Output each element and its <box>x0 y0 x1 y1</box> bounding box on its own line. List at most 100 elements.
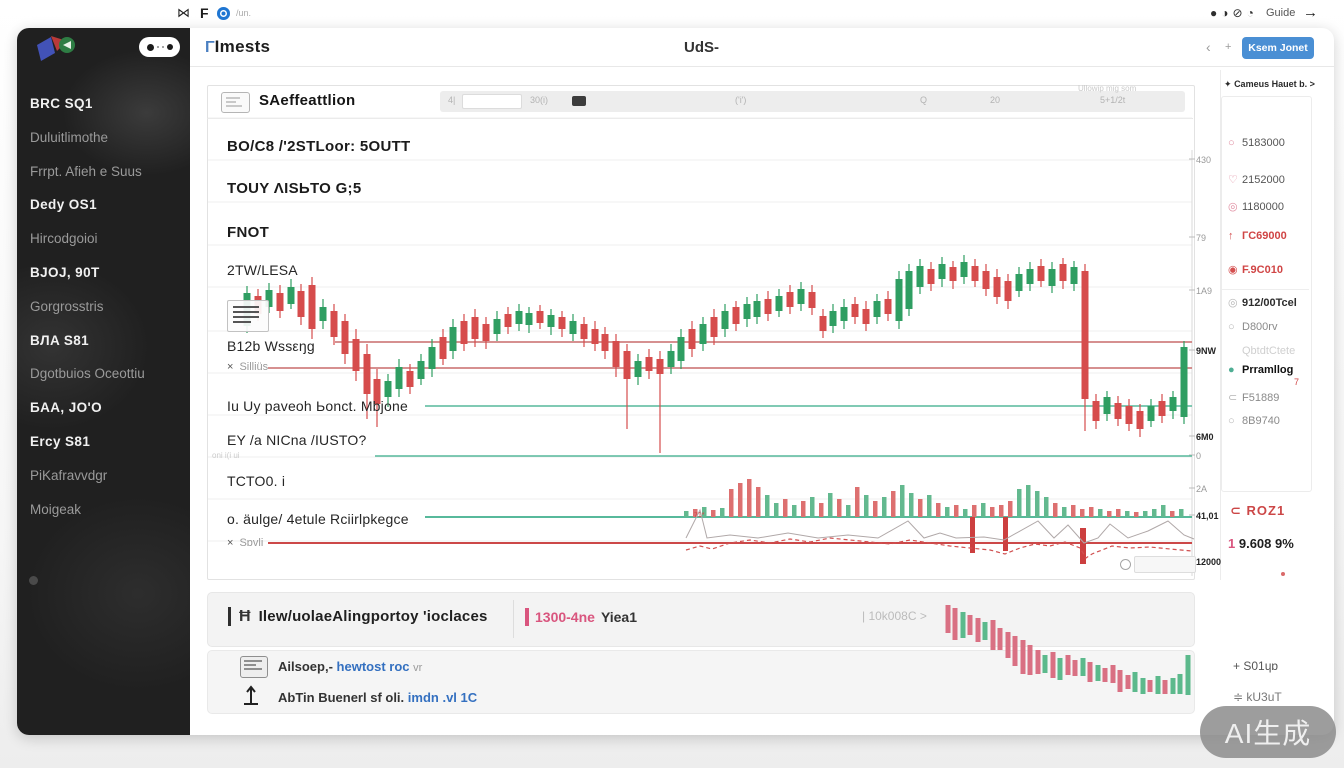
right-panel-box <box>1221 96 1312 492</box>
chart-overlay-label-9: TCTO0. i <box>227 473 286 489</box>
panel-footer-value: 1 9.608 9% <box>1228 536 1294 551</box>
right-panel-divider <box>1220 70 1221 580</box>
news-right-label-1: + S01ɥɒ <box>1233 659 1279 673</box>
panel-item-icon: ○ <box>1228 321 1235 333</box>
panel-item-10[interactable]: ⊂ F51889 <box>1228 392 1280 404</box>
link1-dark: Ailsoep,- <box>278 659 333 674</box>
app-logo[interactable] <box>33 33 83 69</box>
panel-badge: 7 <box>1294 377 1300 387</box>
sidebar-item-3[interactable]: Frrpt. Afieh e Suus <box>30 163 142 179</box>
mini-chart-label: | 10k008C > <box>862 609 927 623</box>
panel-item-icon: ● <box>1228 364 1235 376</box>
forward-arrow-icon[interactable]: → <box>1303 4 1318 21</box>
toolbar-chip-icon[interactable] <box>572 96 586 106</box>
axis-label-79: 79 <box>1196 233 1207 243</box>
chart-tiny-note: oni i(i ui <box>212 451 240 460</box>
oscillator-value-label: 71* <box>694 512 705 519</box>
pill-dot-right <box>166 44 173 50</box>
chart-card-divider <box>207 118 1193 119</box>
panel-item-icon: ◎ <box>1228 297 1238 309</box>
topbar-circle-icon-1[interactable]: ● <box>1210 6 1218 20</box>
panel-footer-alert[interactable]: ⊂ ROZ1 <box>1230 503 1286 518</box>
toolbar-item-6[interactable]: 5+1/2t <box>1100 95 1126 105</box>
sidebar-item-6[interactable]: BJOJ, 90T <box>30 265 100 280</box>
sidebar-item-13[interactable]: Moigeak <box>30 501 82 517</box>
chart-overlay-label-1: BO/C8 /'2STLoor: 5OUTT <box>227 138 411 155</box>
panel-item-7[interactable]: ○ D800rv <box>1228 321 1278 333</box>
sidebar-menu-pill[interactable] <box>139 37 180 57</box>
target-icon[interactable] <box>217 7 230 20</box>
panel-item-2[interactable]: ♡ 2152000 <box>1228 174 1285 186</box>
right-panel-header[interactable]: ✦ Cameus Hauet b. > <box>1224 79 1315 89</box>
chart-hint-label: Ullowip mig som <box>1078 84 1137 93</box>
chart-overlay-label-6: × Silliüs <box>227 361 269 373</box>
chart-slider-track[interactable] <box>1134 556 1196 573</box>
toolbar-input[interactable] <box>462 94 522 109</box>
panel-item-1[interactable]: ○ 5183000 <box>1228 137 1285 149</box>
sidebar-item-9[interactable]: Dgotbuios Oceottiu <box>30 366 145 382</box>
news-cell-divider <box>513 600 514 638</box>
news-link-row-1[interactable]: Ailsoep,- hewtost roc vr <box>278 659 422 674</box>
nav-plus-icon[interactable]: + <box>1225 41 1232 53</box>
pill-dot-left <box>146 43 154 51</box>
chart-legend-icon[interactable] <box>227 300 269 332</box>
sidebar-item-11[interactable]: Ercy S81 <box>30 434 91 449</box>
toolbar-item-3[interactable]: ('i') <box>735 95 747 105</box>
flag-icon[interactable]: F <box>200 5 209 21</box>
panel-item-icon: ◎ <box>1228 201 1238 213</box>
headline-bar-icon <box>228 607 231 626</box>
panel-item-icon: ◉ <box>1228 264 1238 276</box>
chart-overlay-label-5: B12b Wssεŋg <box>227 338 315 354</box>
sidebar-item-2[interactable]: Duluitlimothe <box>30 129 109 145</box>
bowtie-icon[interactable]: ⋈ <box>177 5 190 20</box>
news-headline: Ilew/uolaeAlingportoy 'ioclaces <box>258 608 488 625</box>
chart-slider-handle[interactable] <box>1120 559 1131 570</box>
panel-item-11[interactable]: ○ 8B9740 <box>1228 415 1280 427</box>
topbar-circle-icon-2[interactable]: ◑ <box>1221 6 1229 20</box>
bracket-icon: ⊂ <box>1230 503 1242 518</box>
panel-item-icon: ♡ <box>1228 174 1238 186</box>
link1-gray: vr <box>413 662 423 674</box>
chart-toolbar: 4| 30(i) ('i') Q 20 5+1/2t <box>440 91 1185 112</box>
guide-link[interactable]: Guide <box>1266 7 1296 19</box>
panel-item-9[interactable]: ● Prramllog <box>1228 364 1294 376</box>
chart-overlay-label-2: TOUY ΛISЬTO G;5 <box>227 180 362 197</box>
link1-blue[interactable]: hewtost roc <box>336 659 410 674</box>
axis-label-6M0: 6M0 <box>1196 432 1214 442</box>
news-metric-dark: Yiea1 <box>600 609 638 625</box>
panel-item-6[interactable]: ◎ 912/00Tcel <box>1228 297 1297 309</box>
chart-overlay-label-8: EY /a NICna /IUSTO? <box>227 432 367 448</box>
sidebar-item-4[interactable]: Dedy OS1 <box>30 197 97 213</box>
sidebar-bottom-dot[interactable] <box>29 576 38 585</box>
axis-label-9NW: 9NW <box>1196 346 1216 356</box>
title-bracket-icon: Γ <box>205 39 215 56</box>
sidebar-item-7[interactable]: Gorgrosstris <box>30 298 104 314</box>
header-center-label: UdS- <box>684 39 719 56</box>
sidebar-item-10[interactable]: БAA, JO'O <box>30 400 103 416</box>
nav-back-icon[interactable]: ‹ <box>1206 39 1211 55</box>
right-panel-inner-divider <box>1222 289 1309 290</box>
panel-item-icon: ⊂ <box>1228 392 1238 404</box>
ladder-icon: Ħ <box>239 607 251 625</box>
topbar-circle-icon-3[interactable]: ⊘ <box>1232 6 1243 20</box>
sidebar-item-5[interactable]: Hircodgoioi <box>30 231 98 247</box>
panel-item-5[interactable]: ◉ F.9C010 <box>1228 264 1283 276</box>
topbar-circle-icon-4[interactable]: ◔ <box>1246 6 1254 20</box>
panel-item-3[interactable]: ◎ 1180000 <box>1228 201 1285 213</box>
link2-blue[interactable]: imdn .vl 1C <box>407 690 478 705</box>
news-metric-cell[interactable]: 1300-4ne Yiea1 <box>525 608 637 626</box>
panel-item-8[interactable]: QbtdtCtete <box>1242 345 1296 357</box>
news-headline-cell[interactable]: Ħ Ilew/uolaeAlingportoy 'ioclaces <box>228 607 488 626</box>
topbar-faint-label: /un. <box>236 8 252 18</box>
sidebar-item-8[interactable]: BЛA S81 <box>30 332 90 348</box>
primary-cta-button[interactable]: Ksem Jonet <box>1242 37 1314 59</box>
toolbar-item-1[interactable]: 4| <box>448 95 456 105</box>
sidebar-item-12[interactable]: PiKafravvdgr <box>30 467 108 483</box>
toolbar-item-4[interactable]: Q <box>920 95 928 105</box>
toolbar-item-2[interactable]: 30(i) <box>530 95 549 105</box>
panel-item-4[interactable]: ↑ ГC69000 <box>1228 230 1287 242</box>
chart-overlay-label-11: × Sɒvli <box>227 537 264 549</box>
toolbar-item-5[interactable]: 20 <box>990 95 1001 105</box>
news-link-row-2[interactable]: AbTin Buenerl sf oli. imdn .vl 1C <box>278 690 477 705</box>
sidebar-item-1[interactable]: BRC SQ1 <box>30 96 93 111</box>
